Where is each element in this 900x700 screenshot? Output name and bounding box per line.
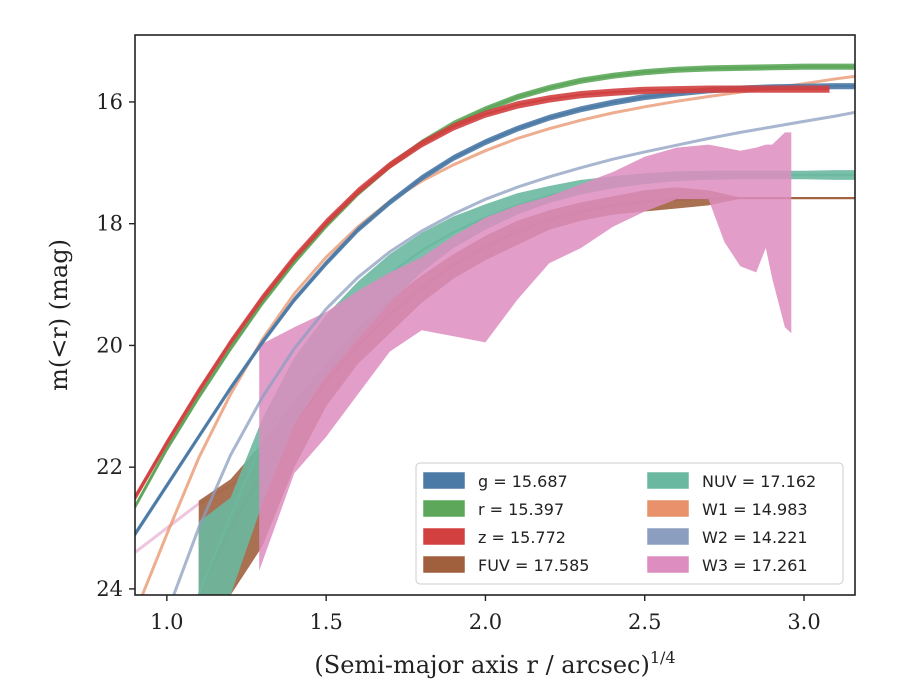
legend-swatch-r	[423, 500, 465, 517]
legend-label-w3: W3 = 17.261	[702, 556, 808, 575]
x-axis-title-exponent: 1/4	[650, 648, 676, 667]
legend-label-w1: W1 = 14.983	[702, 500, 808, 519]
legend-label-g: g = 15.687	[478, 472, 568, 491]
y-tick-label: 20	[96, 333, 123, 357]
legend-label-w2: W2 = 14.221	[702, 528, 808, 547]
legend-swatch-z	[423, 528, 465, 545]
legend-swatch-g	[423, 472, 465, 489]
legend-label-r: r = 15.397	[478, 500, 564, 519]
legend-swatch-fuv	[423, 556, 465, 573]
legend-swatch-w2	[647, 528, 689, 545]
legend-label-z: z = 15.772	[478, 528, 566, 547]
x-tick-label: 2.0	[469, 610, 502, 634]
x-tick-label: 3.0	[787, 610, 820, 634]
x-axis: 1.0 1.5 2.0 2.5 3.0	[150, 595, 821, 634]
legend: g = 15.687 r = 15.397 z = 15.772 FUV = 17.5…	[415, 462, 844, 585]
y-tick-label: 22	[96, 455, 123, 479]
legend-label-fuv: FUV = 17.585	[478, 556, 589, 575]
legend-label-nuv: NUV = 17.162	[702, 472, 816, 491]
x-tick-label: 2.5	[628, 610, 661, 634]
x-axis-title: (Semi-major axis r / arcsec)1/4	[314, 648, 675, 679]
plot-frame	[134, 34, 856, 596]
data-layer	[135, 63, 855, 595]
line-z	[135, 88, 830, 499]
y-tick-label: 24	[96, 577, 123, 601]
y-axis: 16 18 20 22 24	[96, 90, 135, 601]
y-axis-title: m(<r) (mag)	[45, 239, 73, 391]
band-w3	[259, 132, 792, 571]
line-r	[135, 65, 855, 508]
legend-swatch-w3	[647, 556, 689, 573]
x-tick-label: 1.5	[309, 610, 342, 634]
y-tick-label: 16	[96, 90, 123, 114]
legend-swatch-nuv	[647, 472, 689, 489]
y-tick-label: 18	[96, 212, 123, 236]
line-w2	[172, 110, 855, 595]
legend-swatch-w1	[647, 500, 689, 517]
x-tick-label: 1.0	[150, 610, 183, 634]
legend-box	[415, 462, 844, 585]
